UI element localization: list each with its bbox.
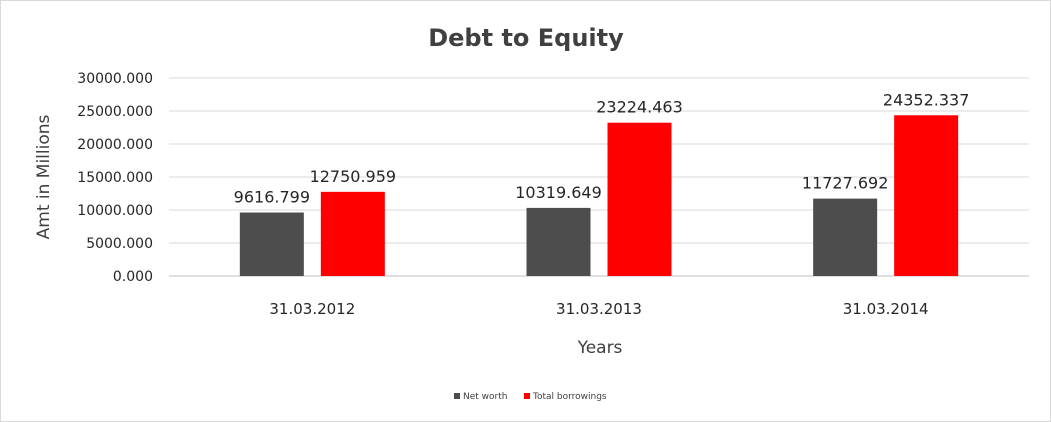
x-category-label: 31.03.2014 bbox=[843, 300, 929, 318]
x-axis-title: Years bbox=[577, 338, 623, 358]
y-tick-label: 0.000 bbox=[113, 269, 153, 285]
data-label: 23224.463 bbox=[596, 98, 683, 117]
y-tick-label: 25000.000 bbox=[77, 104, 153, 120]
data-label: 10319.649 bbox=[515, 183, 602, 202]
bar bbox=[894, 115, 959, 277]
x-category-label: 31.03.2013 bbox=[556, 300, 642, 318]
bar bbox=[239, 212, 304, 276]
y-tick-label: 5000.000 bbox=[86, 236, 153, 252]
y-tick-label: 20000.000 bbox=[77, 137, 153, 153]
x-axis-categories: 31.03.2012 31.03.2013 31.03.2014 bbox=[269, 300, 928, 318]
legend-swatch bbox=[454, 393, 460, 399]
y-axis-ticks: 0.000 5000.000 10000.000 15000.000 20000.000… bbox=[77, 71, 153, 285]
bar bbox=[320, 191, 385, 276]
legend-label: Total borrowings bbox=[532, 392, 607, 402]
bar bbox=[607, 122, 672, 277]
data-label: 11727.692 bbox=[802, 174, 889, 193]
legend-label: Net worth bbox=[463, 392, 507, 402]
data-label: 24352.337 bbox=[883, 90, 970, 109]
bar bbox=[526, 207, 591, 276]
y-tick-label: 10000.000 bbox=[77, 203, 153, 219]
data-label: 12750.959 bbox=[310, 167, 397, 186]
chart-title: Debt to Equity bbox=[428, 24, 624, 52]
gridlines bbox=[169, 77, 1029, 277]
legend-swatch bbox=[524, 393, 530, 399]
y-tick-label: 30000.000 bbox=[77, 71, 153, 87]
y-axis-title: Amt in Millions bbox=[34, 114, 54, 239]
bar bbox=[813, 198, 878, 276]
bars bbox=[239, 115, 959, 277]
x-category-label: 31.03.2012 bbox=[269, 300, 355, 318]
data-label: 9616.799 bbox=[234, 188, 310, 207]
legend: Net worth Total borrowings bbox=[454, 392, 607, 402]
y-tick-label: 15000.000 bbox=[77, 170, 153, 186]
